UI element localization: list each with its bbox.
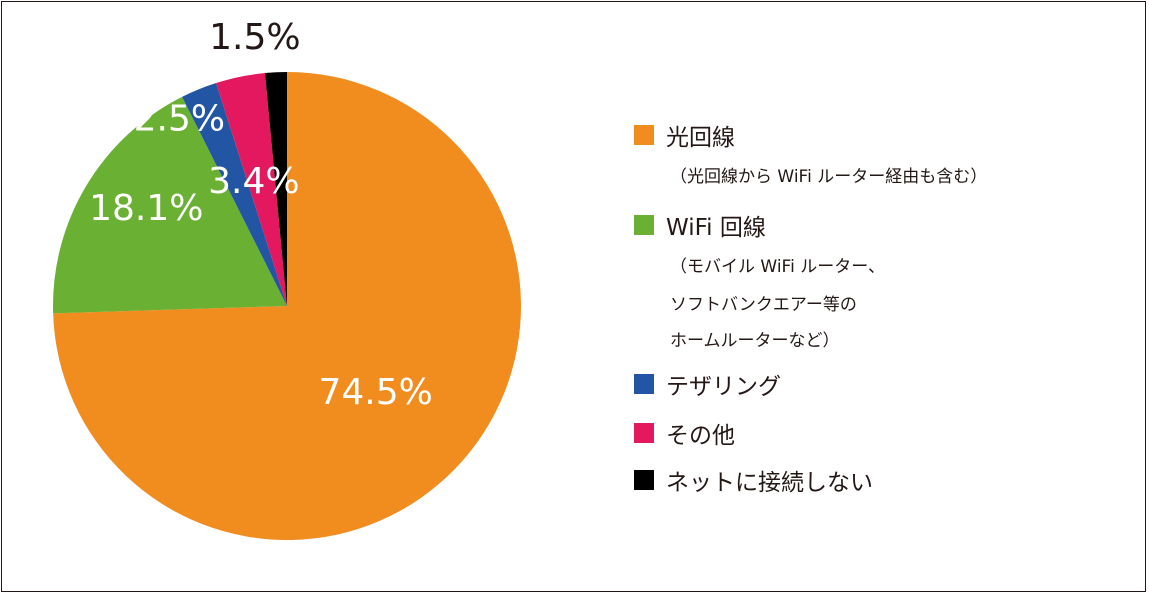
pie-value-label-0: 74.5% <box>318 372 432 413</box>
pie-slice-4 <box>264 72 287 306</box>
legend-item-no-connection: ネットに接続しない <box>634 463 873 497</box>
legend-note-wifi-1: （モバイル WiFi ルーター、 <box>670 257 886 277</box>
legend-item-tethering: テザリング <box>634 367 781 401</box>
legend-swatch-other <box>634 423 654 443</box>
pie-value-label-2: 2.5% <box>134 98 225 139</box>
legend-label-wifi: WiFi 回線 <box>666 215 766 241</box>
legend-label-no-connection: ネットに接続しない <box>666 470 873 496</box>
pie-slice-1 <box>52 96 287 314</box>
pie-value-label-3: 3.4% <box>208 161 299 202</box>
legend-label-tethering: テザリング <box>666 374 781 400</box>
legend-item-wifi: WiFi 回線 <box>634 208 766 242</box>
legend-swatch-hikari <box>634 125 654 145</box>
pie-slice-0 <box>53 72 521 540</box>
legend-note-hikari: （光回線から WiFi ルーター経由も含む） <box>670 167 988 187</box>
legend-swatch-wifi <box>634 215 654 235</box>
pie-value-labels: 74.5% 18.1% 2.5% 3.4% 1.5% <box>89 17 433 413</box>
legend-note-wifi-2: ソフトバンクエアー等の <box>670 295 857 315</box>
legend-label-other: その他 <box>666 423 735 449</box>
legend-swatch-tethering <box>634 374 654 394</box>
pie-slice-2 <box>182 83 287 306</box>
pie-value-label-4: 1.5% <box>209 17 300 58</box>
legend-item-hikari: 光回線 <box>634 118 735 152</box>
legend-item-other: その他 <box>634 416 735 450</box>
legend-note-wifi-3: ホームルーターなど） <box>670 331 840 351</box>
pie-slices <box>52 72 521 540</box>
pie-value-label-1: 18.1% <box>89 188 203 229</box>
legend-swatch-no-connection <box>634 470 654 490</box>
legend-label-hikari: 光回線 <box>666 125 735 151</box>
pie-slice-3 <box>216 73 287 306</box>
